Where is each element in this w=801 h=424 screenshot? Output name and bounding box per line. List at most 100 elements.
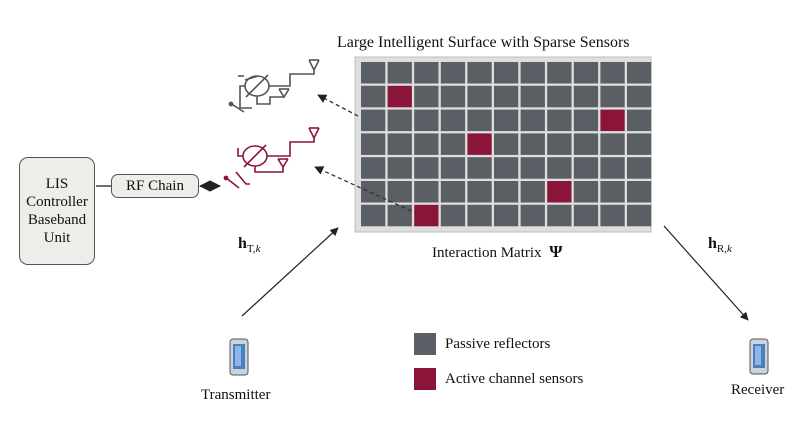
- lis-controller-box: LIS Controller Baseband Unit: [19, 157, 95, 265]
- passive-reflector-element: [627, 133, 652, 155]
- passive-reflector-element: [440, 109, 466, 132]
- passive-reflector-element: [387, 133, 412, 155]
- passive-reflector-element: [467, 109, 492, 132]
- passive-reflector-element: [467, 85, 492, 108]
- passive-reflector-element: [573, 133, 599, 155]
- passive-reflector-element: [467, 204, 492, 227]
- antenna-icon: [278, 88, 290, 99]
- passive-reflector-element: [440, 85, 466, 108]
- passive-reflector-element: [600, 204, 625, 227]
- diagram-title: Large Intelligent Surface with Sparse Se…: [337, 34, 630, 51]
- interaction-matrix-label: Interaction Matrix Ψ: [432, 243, 563, 261]
- controller-line: LIS: [45, 176, 69, 192]
- passive-reflector-element: [361, 85, 386, 108]
- passive-reflector-element: [547, 85, 572, 108]
- passive-reflector-element: [520, 204, 545, 227]
- passive-reflector-element: [520, 133, 545, 155]
- channel-tx-symbol: h: [238, 235, 247, 252]
- rf-chain-active: [223, 127, 320, 189]
- passive-reflector-element: [361, 181, 386, 203]
- passive-reflector-element: [467, 157, 492, 179]
- passive-reflector-element: [600, 157, 625, 179]
- passive-reflector-element: [440, 133, 466, 155]
- passive-reflector-element: [414, 133, 439, 155]
- controller-line: Controller: [26, 194, 88, 210]
- passive-reflector-element: [600, 133, 625, 155]
- passive-reflector-element: [414, 62, 439, 84]
- receiver-label: Receiver: [731, 382, 785, 398]
- passive-reflector-element: [387, 62, 412, 84]
- passive-reflector-element: [520, 109, 545, 132]
- switch-icon: [223, 175, 240, 189]
- passive-reflector-element: [494, 133, 519, 155]
- passive-reflector-element: [494, 181, 519, 203]
- dashed-arrow-passive: [317, 94, 359, 117]
- passive-reflector-element: [573, 109, 599, 132]
- passive-reflector-element: [547, 157, 572, 179]
- passive-reflector-element: [387, 157, 412, 179]
- channel-rx-label: hR,k: [708, 236, 732, 255]
- channel-tx-subscript-k: k: [255, 243, 261, 256]
- passive-reflector-element: [627, 85, 652, 108]
- controller-line: Unit: [43, 230, 71, 246]
- passive-reflector-element: [361, 109, 386, 132]
- interaction-matrix-symbol: Ψ: [549, 242, 563, 261]
- antenna-icon: [277, 158, 289, 169]
- passive-reflector-element: [627, 62, 652, 84]
- channel-rx-subscript: R,: [716, 243, 727, 256]
- passive-reflector-element: [573, 204, 599, 227]
- passive-reflector-element: [387, 181, 412, 203]
- passive-reflector-element: [573, 157, 599, 179]
- lis-element-grid: [361, 62, 652, 227]
- active-sensor-element: [414, 204, 439, 227]
- passive-reflector-element: [467, 62, 492, 84]
- passive-reflector-element: [440, 62, 466, 84]
- passive-reflector-element: [414, 85, 439, 108]
- passive-reflector-element: [520, 62, 545, 84]
- passive-reflector-element: [440, 204, 466, 227]
- dashed-arrow-active: [314, 166, 419, 215]
- passive-reflector-element: [494, 85, 519, 108]
- passive-reflector-element: [414, 157, 439, 179]
- phase-shifter-icon: [242, 144, 268, 168]
- passive-reflector-element: [520, 181, 545, 203]
- passive-reflector-element: [361, 62, 386, 84]
- passive-reflector-element: [573, 62, 599, 84]
- rf-chain-box: RF Chain: [111, 174, 199, 198]
- passive-reflector-element: [547, 204, 572, 227]
- passive-reflector-element: [467, 181, 492, 203]
- controller-line: Baseband: [27, 212, 87, 228]
- passive-reflector-element: [573, 181, 599, 203]
- passive-reflector-element: [600, 181, 625, 203]
- passive-reflector-element: [600, 62, 625, 84]
- transmitter-label: Transmitter: [201, 387, 271, 403]
- phone-icon: [229, 338, 249, 376]
- passive-reflector-element: [547, 109, 572, 132]
- switch-icon: [228, 101, 245, 113]
- active-sensor-element: [600, 109, 625, 132]
- passive-reflector-element: [600, 85, 625, 108]
- interaction-matrix-text: Interaction Matrix: [432, 245, 542, 261]
- passive-reflector-element: [547, 62, 572, 84]
- rf-chain-label: RF Chain: [126, 177, 184, 194]
- legend-swatch-active: [414, 368, 436, 390]
- passive-reflector-element: [387, 109, 412, 132]
- passive-reflector-element: [440, 157, 466, 179]
- antenna-icon: [308, 127, 320, 140]
- legend-label-passive: Passive reflectors: [445, 336, 551, 352]
- passive-reflector-element: [440, 181, 466, 203]
- active-sensor-element: [387, 85, 412, 108]
- passive-reflector-element: [547, 133, 572, 155]
- passive-reflector-element: [387, 204, 412, 227]
- channel-tx-subscript: T,: [246, 243, 256, 256]
- passive-reflector-element: [494, 62, 519, 84]
- passive-reflector-element: [627, 157, 652, 179]
- passive-reflector-element: [361, 157, 386, 179]
- passive-reflector-element: [414, 181, 439, 203]
- channel-tx-label: hT,k: [238, 236, 260, 255]
- legend-label-active: Active channel sensors: [445, 371, 584, 387]
- passive-reflector-element: [361, 133, 386, 155]
- passive-reflector-element: [494, 157, 519, 179]
- phone-icon: [749, 338, 769, 375]
